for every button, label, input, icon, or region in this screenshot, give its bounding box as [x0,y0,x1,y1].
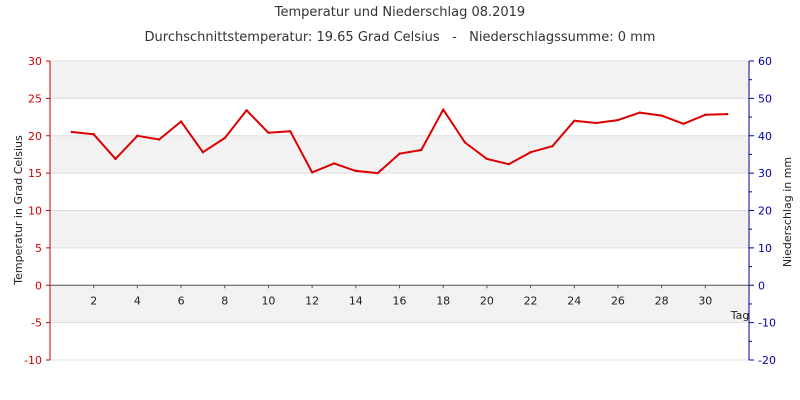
left-tick-label: 5 [35,242,42,255]
temperature-point [92,133,95,136]
right-tick-label: -20 [758,354,776,367]
temperature-point [638,111,641,114]
right-tick-label: 30 [758,167,772,180]
temperature-point [354,169,358,173]
temperature-point [660,114,663,117]
temperature-point [310,171,314,174]
temperature-point [114,157,117,161]
temperature-point [441,108,445,111]
left-tick-label: 0 [35,279,42,292]
x-tick-label: 24 [567,294,581,307]
temperature-point [682,122,685,125]
y-axis-label-left: Temperatur in Grad Celsius [12,135,25,286]
left-tick-label: -10 [24,354,42,367]
temperature-point [289,130,292,133]
x-tick-label: 4 [134,294,141,307]
temperature-point [616,118,620,122]
background-band [50,61,749,99]
x-tick-label: 2 [90,294,97,307]
temperature-point [245,109,248,112]
background-band [50,285,749,323]
x-tick-label: 20 [480,294,494,307]
x-tick-label: 18 [436,294,450,307]
temperature-point [551,145,554,148]
background-bands [50,61,749,360]
temperature-point [70,130,74,134]
temperature-point [704,113,707,117]
temperature-point [725,112,729,116]
right-tick-label: 20 [758,205,772,218]
y-axis-label-right: Niederschlag in mm [781,157,794,267]
temperature-point [267,131,270,134]
temperature-point [158,138,161,141]
temperature-point [398,152,401,155]
background-band [50,247,749,286]
right-tick-label: 10 [758,242,772,255]
left-tick-label: 30 [28,55,42,68]
right-tick-label: -10 [758,317,776,330]
background-band [50,322,749,360]
background-band [50,173,749,211]
x-tick-label: 6 [178,294,185,307]
temperature-point [420,148,423,152]
left-tick-label: 25 [28,92,42,105]
left-tick-label: -5 [31,317,42,330]
right-tick-label: 60 [758,55,772,68]
temperature-point [594,121,598,125]
temperature-point [529,150,532,154]
x-tick-label: 28 [655,294,669,307]
x-tick-label: 22 [524,294,538,307]
chart-title: Temperatur und Niederschlag 08.2019 [274,5,525,20]
left-y-axis: -10 -5 0 5 10 15 20 25 30 [24,55,51,367]
temperature-point [376,171,379,175]
temperature-point [463,141,467,144]
background-band [50,210,749,248]
x-tick-label: 16 [393,294,407,307]
temperature-point [136,134,139,137]
left-tick-label: 15 [28,167,42,180]
right-y-axis: -20 -10 0 10 20 30 40 50 60 [748,55,776,367]
temperature-point [223,136,226,140]
x-axis-label: Tag [730,309,750,322]
x-tick-label: 30 [698,294,712,307]
temperature-point [179,120,183,123]
right-tick-label: 0 [758,279,765,292]
x-tick-label: 8 [221,294,228,307]
left-tick-label: 20 [28,130,42,143]
x-tick-label: 26 [611,294,625,307]
right-tick-label: 40 [758,130,772,143]
chart-subtitle: Durchschnittstemperatur: 19.65 Grad Cels… [145,30,656,45]
x-axis-ticks: 2 4 6 8 10 12 14 16 18 20 22 24 26 28 30 [90,285,712,307]
x-tick-label: 10 [261,294,275,307]
temperature-point [485,157,489,161]
background-band [50,98,749,136]
temperature-point [507,162,510,166]
x-tick-label: 12 [305,294,319,307]
temperature-points [70,108,729,175]
temperature-point [332,162,336,165]
x-tick-label: 14 [349,294,363,307]
left-tick-label: 10 [28,205,42,218]
temperature-point [201,150,205,154]
temperature-point [573,119,576,123]
right-tick-label: 50 [758,92,772,105]
